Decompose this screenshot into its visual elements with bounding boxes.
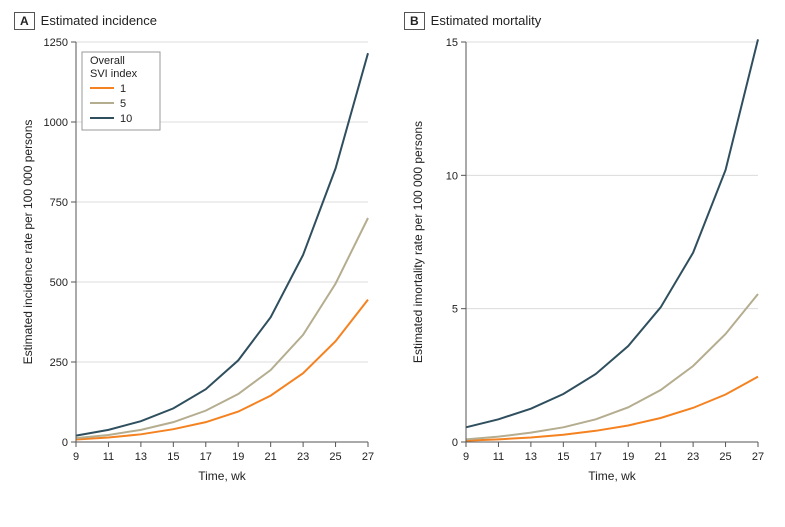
y-tick-label: 1000 bbox=[44, 117, 68, 129]
x-tick-label: 17 bbox=[590, 451, 602, 463]
panel-letter: B bbox=[404, 12, 425, 30]
y-tick-label: 15 bbox=[446, 37, 458, 49]
legend-item-label: 5 bbox=[120, 98, 126, 110]
y-tick-label: 10 bbox=[446, 170, 458, 182]
panel-title-text: Estimated incidence bbox=[41, 13, 157, 28]
x-tick-label: 19 bbox=[622, 451, 634, 463]
y-tick-label: 0 bbox=[452, 437, 458, 449]
panel-title-text: Estimated mortality bbox=[431, 13, 542, 28]
x-tick-label: 27 bbox=[752, 451, 764, 463]
x-tick-label: 23 bbox=[297, 451, 309, 463]
y-tick-label: 5 bbox=[452, 304, 458, 316]
y-tick-label: 750 bbox=[50, 197, 68, 209]
series-svi-1 bbox=[466, 377, 758, 441]
y-axis-label: Estimated incidence rate per 100 000 per… bbox=[21, 120, 35, 365]
panel-title: B Estimated mortality bbox=[404, 12, 541, 30]
chart-svg: 0250500750100012509111315171921232527Est… bbox=[14, 34, 384, 504]
panel-b: B Estimated mortality 0 5 10 15 9 11 13 15 17 19 21 2… bbox=[404, 0, 774, 527]
x-tick-label: 15 bbox=[167, 451, 179, 463]
y-tick-label: 250 bbox=[50, 357, 68, 369]
figure-root: AEstimated incidence02505007501000125091… bbox=[0, 0, 785, 527]
panel-title: A Estimated incidence bbox=[14, 12, 157, 30]
legend-item-label: 10 bbox=[120, 113, 132, 125]
legend-item-label: 1 bbox=[120, 83, 126, 95]
x-tick-label: 23 bbox=[687, 451, 699, 463]
x-tick-label: 11 bbox=[103, 451, 114, 463]
y-tick-label: 0 bbox=[62, 437, 68, 449]
legend-title-line: Overall bbox=[90, 55, 125, 67]
x-tick-label: 21 bbox=[265, 451, 277, 463]
x-tick-label: 25 bbox=[329, 451, 341, 463]
x-tick-label: 13 bbox=[525, 451, 537, 463]
y-tick-label: 500 bbox=[50, 277, 68, 289]
series-svi-5 bbox=[76, 218, 368, 438]
series-svi-5 bbox=[466, 294, 758, 439]
x-tick-label: 25 bbox=[719, 451, 731, 463]
x-tick-label: 27 bbox=[362, 451, 374, 463]
series-svi-1 bbox=[76, 300, 368, 440]
x-tick-label: 13 bbox=[135, 451, 147, 463]
x-tick-label: 11 bbox=[493, 451, 504, 463]
legend-title-line: SVI index bbox=[90, 68, 138, 80]
x-tick-label: 19 bbox=[232, 451, 244, 463]
panel-letter: A bbox=[14, 12, 35, 30]
x-tick-label: 9 bbox=[73, 451, 79, 463]
x-tick-label: 9 bbox=[463, 451, 469, 463]
x-tick-label: 15 bbox=[557, 451, 569, 463]
y-axis-label: Estimated imortality rate per 100 000 pe… bbox=[411, 121, 425, 363]
chart-svg: 0 5 10 15 9 11 13 15 17 19 21 23 25 27 Estimated imort… bbox=[404, 34, 774, 504]
panel-a: A Estimated incidence 0 250 500 750 1000 1250 9 1… bbox=[14, 0, 384, 527]
x-axis-label: Time, wk bbox=[588, 469, 637, 483]
series-svi-10 bbox=[466, 39, 758, 427]
y-tick-label: 1250 bbox=[44, 37, 68, 49]
x-tick-label: 21 bbox=[655, 451, 667, 463]
x-tick-label: 17 bbox=[200, 451, 212, 463]
x-axis-label: Time, wk bbox=[198, 469, 247, 483]
